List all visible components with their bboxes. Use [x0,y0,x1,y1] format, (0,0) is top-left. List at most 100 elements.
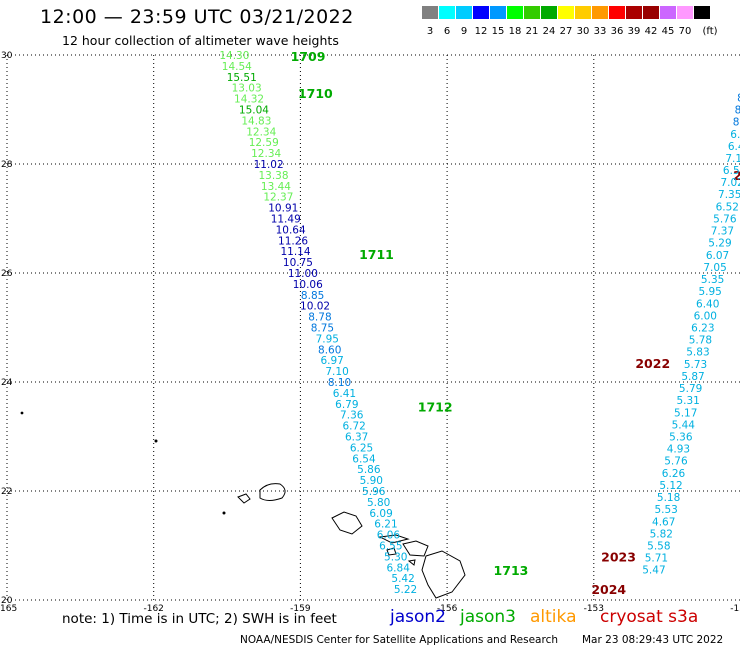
wave-height-value: 6.07 [706,250,729,262]
altimeter-track-cryosat: 8.08.67.558.898.568.526.626.447.196.557.… [642,81,740,577]
legend-swatch [541,6,557,19]
legend-swatch [524,6,540,19]
legend-label: 21 [525,26,539,37]
wave-height-value: 8.89 [737,93,740,105]
legend-label: 42 [644,26,658,37]
legend-swatch [660,6,676,19]
lon-tick-label: -153 [584,604,604,614]
legend-swatch [473,6,489,19]
legend-label: 36 [610,26,624,37]
footer-credit: NOAA/NESDIS Center for Satellite Applica… [240,634,558,646]
wave-height-value: 14.54 [222,61,252,73]
wave-height-value: 5.80 [367,497,390,509]
wave-height-value: 6.72 [342,421,365,433]
wave-height-value: 15.04 [239,105,269,117]
legend-label: 9 [460,26,468,37]
map-title: 12:00 — 23:59 UTC 03/21/2022 [40,6,354,28]
wave-height-value: 8.56 [735,105,740,117]
legend-label: 3 [426,26,434,37]
lon-tick-label: -150 [730,604,740,614]
wave-height-value: 6.55 [379,541,402,553]
wave-height-value: 6.09 [369,508,392,520]
island-kahoolawe [407,559,416,566]
wave-height-value: 5.73 [684,359,707,371]
pass-labels: 1709 1710 1711 1712 1713 2022 2023 2024 2 [291,49,740,597]
wave-height-value: 14.83 [241,115,271,127]
pass-number-label: 2022 [635,356,670,371]
wave-height-value: 7.35 [718,189,740,201]
lon-tick-label: -165 [0,604,17,614]
wave-height-value: 10.91 [268,203,298,215]
satellite-name: altika [530,607,577,627]
wave-height-value: 11.26 [278,235,308,247]
lat-tick-label: 22 [1,487,12,497]
wave-height-value: 12.37 [263,192,293,204]
wave-height-value: 10.06 [293,279,323,291]
wave-height-value: 8.10 [328,377,351,389]
wave-height-value: 7.05 [703,262,726,274]
wave-height-value: 5.58 [647,541,670,553]
island-dot-west [20,411,24,415]
legend-label: 27 [559,26,573,37]
legend-label: 18 [508,26,522,37]
wave-height-value: 5.82 [650,529,673,541]
wave-height-value: 5.96 [362,486,386,498]
pass-number-label: 2024 [591,582,626,597]
wave-height-value: 6.25 [350,442,373,454]
lat-tick-label: 26 [1,269,13,279]
wave-height-value: 8.78 [308,312,331,324]
wave-height-value: 5.18 [657,492,680,504]
wave-height-value: 6.44 [728,141,740,153]
legend-swatch [456,6,472,19]
wave-height-value: 8.75 [311,323,334,335]
wave-height-value: 11.02 [254,159,284,171]
island-lanai [386,547,397,556]
legend-label: 24 [542,26,556,37]
island-oahu [331,511,363,535]
map-subtitle: 12 hour collection of altimeter wave hei… [62,33,339,48]
wave-height-value: 7.10 [325,366,348,378]
wave-height-value: 5.12 [659,480,682,492]
lat-tick-label: 24 [1,378,13,388]
legend-swatch [626,6,642,19]
wave-height-value: 14.30 [219,50,249,62]
pass-number-label: 2023 [601,549,636,564]
pass-number-label: 2 [733,168,740,183]
legend-swatch [694,6,710,19]
lon-tick-label: -156 [437,604,458,614]
wave-height-value: 8.52 [733,116,740,128]
lat-tick-label: 20 [1,596,13,606]
wave-height-value: 5.22 [394,584,417,596]
legend-swatch [609,6,625,19]
pass-number-label: 1712 [418,400,453,415]
wave-height-value: 6.41 [333,388,356,400]
wave-height-value: 5.53 [654,504,677,516]
wave-height-value: 7.37 [711,225,734,237]
legend-swatch [422,6,438,19]
legend-swatch [490,6,506,19]
wave-height-value: 6.23 [691,323,714,335]
wave-height-value: 15.51 [227,72,257,84]
wave-height-value: 12.34 [246,126,276,138]
wave-height-value: 7.02 [720,177,740,189]
wave-height-value: 5.29 [708,237,731,249]
legend-swatch [677,6,693,19]
wave-height-value: 5.47 [642,564,665,576]
legend-swatch [592,6,608,19]
wave-height-value: 8.60 [318,344,341,356]
wave-height-value: 5.78 [689,334,712,346]
wave-height-value: 7.95 [316,333,339,345]
wave-height-value: 6.21 [374,519,397,531]
legend-label: 70 [678,26,692,37]
wave-height-value: 6.84 [387,562,411,574]
legend-label: 15 [491,26,505,37]
satellite-name: jason3 [460,607,516,627]
island-dot-kaula [222,511,226,515]
island-kauai [259,483,286,501]
wave-height-value: 6.54 [352,453,376,465]
wave-height-value: 7.36 [340,410,364,422]
wave-height-value: 7.19 [725,153,740,165]
wave-height-value: 5.42 [391,573,414,585]
island-hawaii [421,550,466,599]
wave-height-value: 11.14 [280,246,310,258]
